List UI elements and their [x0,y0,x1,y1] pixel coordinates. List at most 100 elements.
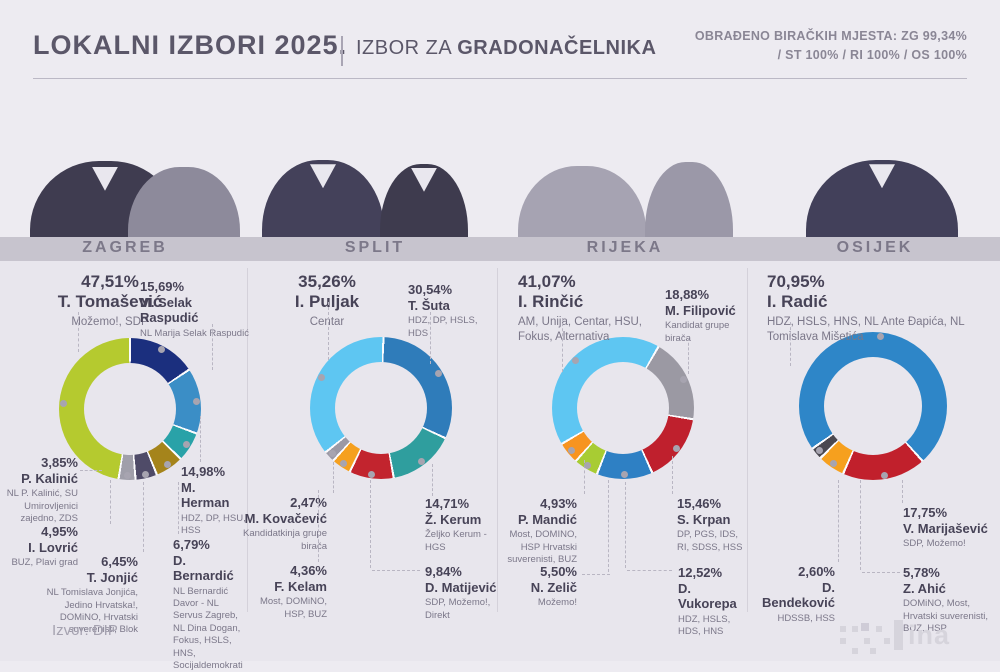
candidate-pct: 14,71% [425,496,470,511]
donut-chart-zagreb [59,338,201,480]
leader-line [582,574,610,575]
leader-dot [880,471,888,479]
candidate-pct: 5,50% [540,564,577,579]
person-torso [518,166,646,238]
leader-dot [567,446,575,454]
leader-dot [339,459,347,467]
candidate-party: HDZ, HSLS, HDS, HNS [678,613,731,638]
leader-line [672,456,673,494]
candidate-name: M. Kovačević [244,510,327,526]
candidate-label-tomasevic: 47,51% T. Tomašević Možemo!, SDP [35,272,185,330]
candidate-party: NL Tomislava Jonjića, Jedino Hrvatska!, … [46,587,138,636]
candidate-name: I. Radić [767,292,828,312]
header-rule [33,78,967,79]
candidate-label-zelic: 5,50% N. Zelič Možemo! [505,564,577,610]
leader-dot [434,369,442,377]
leader-line [200,416,201,462]
leader-line [430,312,431,364]
leader-line [432,464,433,496]
candidate-party: Možemo! [537,597,577,609]
leader-dot [418,457,426,465]
candidate-pct: 18,88% [665,287,710,302]
candidate-name: S. Krpan [677,511,731,527]
donut-chart-osijek [799,332,947,480]
column-divider [247,268,248,612]
subtitle-bold: GRADONAČELNIKA [457,37,657,59]
candidate-pct: 6,79% [173,537,210,552]
leader-line [110,480,111,524]
candidate-label-marijasevic: 17,75% V. Marijašević SDP, Možemo! [903,505,997,551]
leader-line [688,338,689,374]
city-name-zagreb: ZAGREB [82,239,168,256]
candidate-name: P. Mandić [517,511,577,527]
leader-line [608,480,609,572]
candidate-name: D. Bendeković [762,579,835,611]
candidate-label-herman: 14,98% M. Herman HDZ, DP, HSU, HSS [181,464,247,537]
candidate-pct: 4,36% [290,563,327,578]
page-subtitle: IZBOR ZA GRADONAČELNIKA [356,37,656,60]
photo-suta [380,108,468,238]
leader-dot [183,441,191,449]
candidate-pct: 14,98% [181,464,226,479]
leader-line [333,462,334,493]
candidate-name: D. Vukorepa [678,580,737,612]
leader-dot [672,445,680,453]
leader-line [627,570,672,571]
candidate-label-kalinic: 3,85% P. Kalinić NL P. Kalinić, SU Umiro… [0,455,78,525]
leader-line [584,460,585,494]
candidate-label-kelam: 4,36% F. Kelam Most, DOMiNO, HSP, BUZ [240,563,327,621]
leader-line [860,480,861,570]
candidate-label-mandic: 4,93% P. Mandić Most, DOMINO, HSP Hrvats… [505,496,577,566]
donut-hole [824,357,922,455]
leader-dot [163,461,171,469]
candidate-label-puljak: 35,26% I. Puljak Centar [262,272,392,330]
candidate-label-vukorepa: 12,52% D. Vukorepa HDZ, HSLS, HDS, HNS [678,565,750,638]
candidate-label-rincic: 41,07% I. Rinčić AM, Unija, Centar, HSU,… [518,272,678,345]
candidate-pct: 5,78% [903,565,940,580]
candidate-party: DOMiNO, Most, Hrvatski suverenisti, BUZ,… [903,598,988,634]
leader-dot [368,470,376,478]
leader-line [178,482,179,534]
city-band [0,237,1000,261]
processed-line1: OBRAĐENO BIRAČKIH MJESTA: ZG 99,34% [694,29,967,43]
column-divider [497,268,498,612]
leader-line [212,324,213,370]
candidate-party: HDZ, DP, HSU, HSS [181,512,246,537]
candidate-party: HDZ, HSLS, HNS, NL Ante Đapića, NL Tomis… [767,315,965,343]
leader-line [902,480,903,503]
header-divider [341,36,343,66]
photo-filipovic [645,105,733,238]
candidate-name: I. Puljak [294,292,360,312]
candidate-pct: 4,93% [540,496,577,511]
leader-line [862,572,900,573]
candidate-label-krpan: 15,46% S. Krpan DP, PGS, IDS, RI, SDSS, … [677,496,749,554]
leader-line [790,322,791,366]
candidate-name: N. Zelič [530,579,577,595]
leader-dot [584,461,592,469]
candidate-name: T. Jonjić [86,569,138,585]
candidate-pct: 6,45% [101,554,138,569]
candidate-party: BUZ, Plavi grad [11,557,78,569]
donut-hole [577,362,669,454]
candidate-label-ahic: 5,78% Z. Ahić DOMiNO, Most, Hrvatski suv… [903,565,998,635]
candidate-label-filipovic: 18,88% M. Filipović Kandidat grupe birač… [665,287,745,345]
leader-dot [59,400,67,408]
leader-line [370,480,371,568]
page-title: LOKALNI IZBORI 2025. [33,30,347,61]
donut-hole [335,362,427,454]
candidate-pct: 35,26% [298,272,356,291]
candidate-name: T. Šuta [408,297,450,313]
candidate-pct: 2,60% [798,564,835,579]
candidate-party: Kandidat grupe birača [665,320,730,344]
candidate-label-suta: 30,54% T. Šuta HDZ, DP, HSLS, HDS [408,282,498,340]
title-text: LOKALNI IZBORI [33,30,266,60]
candidate-name: M. Herman [181,479,230,511]
candidate-party: Most, DOMINO, HSP Hrvatski suverenisti, … [507,529,577,565]
leader-dot [877,332,885,340]
candidate-party: Centar [309,315,345,328]
leader-dot [123,472,131,480]
photo-radic [806,104,958,238]
leader-line [625,482,626,568]
donut-chart-split [310,337,452,479]
candidate-name: M. Selak Raspudić [140,294,199,326]
